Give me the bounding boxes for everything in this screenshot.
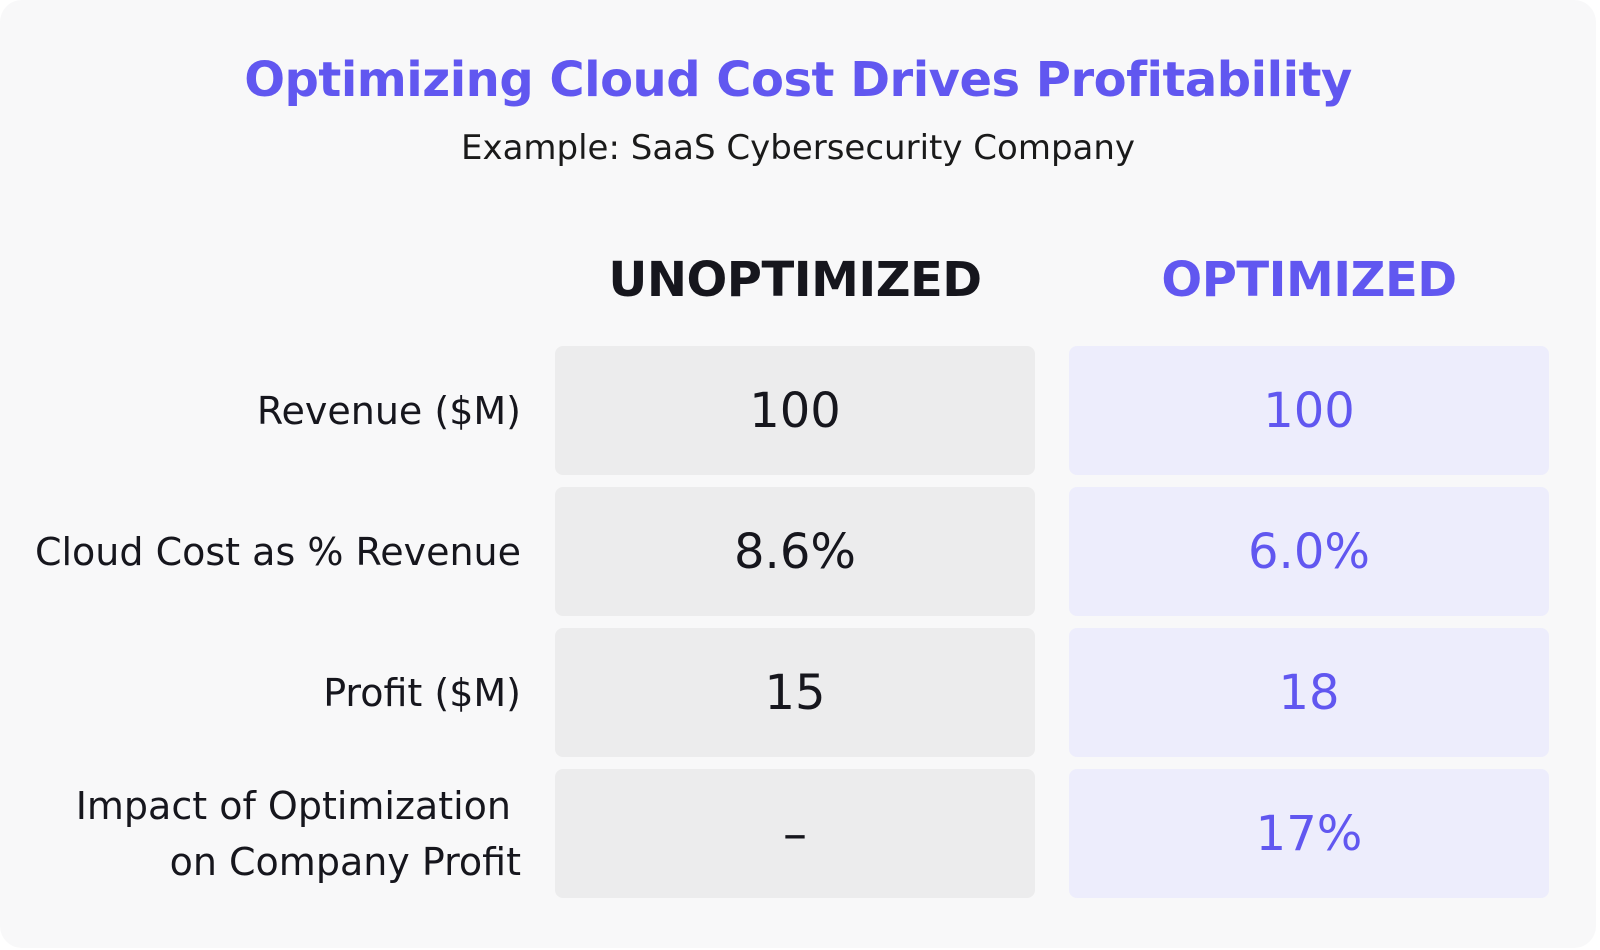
row-label-impact: Impact of Optimization on Company Profit <box>0 778 521 890</box>
cell-impact-optimized: 17% <box>1069 769 1549 898</box>
cell-cloud-cost-unoptimized: 8.6% <box>555 487 1035 616</box>
chart-title: Optimizing Cloud Cost Drives Profitabili… <box>244 52 1352 108</box>
cell-impact-unoptimized: – <box>555 769 1035 898</box>
cell-profit-optimized: 18 <box>1069 628 1549 757</box>
row-label-line: Revenue ($M) <box>256 389 521 433</box>
row-label-line: Profit ($M) <box>323 671 521 715</box>
cell-cloud-cost-optimized: 6.0% <box>1069 487 1549 616</box>
row-label-line: Cloud Cost as % Revenue <box>34 530 521 574</box>
row-label-cloud-cost: Cloud Cost as % Revenue <box>0 524 521 580</box>
row-label-profit: Profit ($M) <box>0 665 521 721</box>
row-label-line: on Company Profit <box>169 840 521 884</box>
cell-revenue-optimized: 100 <box>1069 346 1549 475</box>
row-label-line: Impact of Optimization <box>75 784 511 828</box>
cell-profit-unoptimized: 15 <box>555 628 1035 757</box>
column-header-optimized: OPTIMIZED <box>1161 252 1457 308</box>
cell-revenue-unoptimized: 100 <box>555 346 1035 475</box>
column-header-unoptimized: UNOPTIMIZED <box>608 252 982 308</box>
row-label-revenue: Revenue ($M) <box>0 383 521 439</box>
chart-subtitle: Example: SaaS Cybersecurity Company <box>460 128 1136 168</box>
